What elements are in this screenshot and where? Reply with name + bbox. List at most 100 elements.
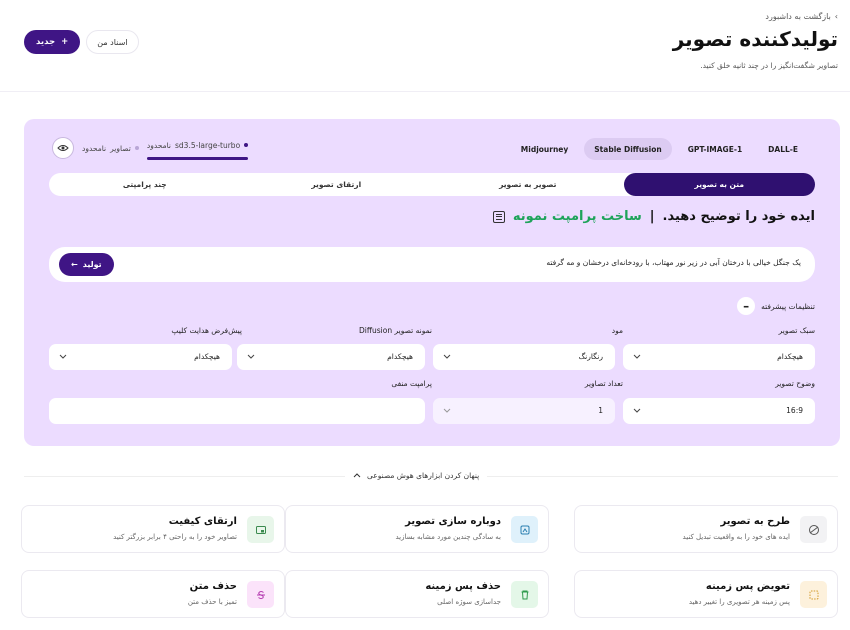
sketch-icon (800, 516, 827, 543)
negative-label: پرامپت منفی (391, 379, 432, 388)
hide-tools-toggle[interactable]: پنهان کردن ابزارهای هوش مصنوعی (345, 471, 488, 480)
prompt-heading-row: ایده خود را توضیح دهید. | ساخت پرامپت نم… (492, 209, 815, 224)
mood-value: رنگارنگ (578, 352, 603, 361)
my-docs-button[interactable]: اسناد من (86, 30, 139, 54)
hide-tools-label: پنهان کردن ابزارهای هوش مصنوعی (367, 471, 480, 480)
tool-card-sketch[interactable]: طرح به تصویر ایده های خود را به واقعیت ت… (574, 505, 838, 553)
chevron-down-icon (443, 408, 451, 413)
chevron-down-icon (59, 354, 67, 359)
style-value: هیچکدام (777, 352, 803, 361)
diffusion-label: نمونه تصویر Diffusion (359, 326, 432, 335)
back-link[interactable]: › بازگشت به داشبورد (765, 12, 838, 21)
replace-bg-icon (800, 581, 827, 608)
mood-select[interactable]: رنگارنگ (433, 344, 615, 370)
clip-select[interactable]: هیچکدام (49, 344, 232, 370)
count-value: 1 (598, 406, 603, 415)
model-meta: sd3.5-large-turbo نامحدود تصاویر نامحدود (52, 137, 249, 160)
prompt-text[interactable]: یک جنگل خیالی با درختان آبی در زیر نور م… (546, 258, 801, 267)
prompt-input[interactable]: یک جنگل خیالی با درختان آبی در زیر نور م… (49, 247, 815, 282)
tool-card-remove-text[interactable]: حذف متن تمیز با حذف متن (21, 570, 285, 618)
tool-subtitle: تصاویر خود را به راحتی ۴ برابر بزرگتر کن… (113, 533, 237, 541)
tool-card-remove-bg[interactable]: حذف پس زمینه جداسازی سوژه اصلی (285, 570, 549, 618)
tool-card-recreate[interactable]: دوباره سازی تصویر به سادگی چندین مورد مش… (285, 505, 549, 553)
recreate-icon (511, 516, 538, 543)
tool-title: حذف پس زمینه (425, 581, 501, 592)
mode-tabs: متن به تصویر تصویر به تصویر ارتقای تصویر… (49, 173, 815, 196)
model-midjourney[interactable]: Midjourney (520, 144, 569, 154)
chevron-down-icon (633, 408, 641, 413)
new-button[interactable]: + جدید (24, 30, 81, 54)
model-gpt-image[interactable]: GPT-IMAGE-1 (687, 144, 743, 154)
chevron-down-icon (443, 354, 451, 359)
clip-value: هیچکدام (194, 352, 220, 361)
dot-icon (134, 146, 139, 150)
generate-button[interactable]: تولید ← (59, 253, 114, 276)
images-label: تصاویر (110, 143, 131, 153)
model-stable-diffusion[interactable]: Stable Diffusion (584, 138, 672, 160)
sample-prompt-link[interactable]: ساخت پرامپت نمونه (512, 209, 642, 224)
style-label: سبک تصویر (778, 326, 815, 335)
diffusion-value: هیچکدام (387, 352, 413, 361)
negative-prompt-input[interactable] (49, 398, 425, 424)
model-dalle[interactable]: DALL-E (768, 144, 798, 154)
style-select[interactable]: هیچکدام (623, 344, 815, 370)
chevron-right-icon: › (834, 12, 838, 21)
clip-label: پیش‌فرض هدایت کلیپ (171, 326, 242, 335)
model-quota: نامحدود (146, 140, 172, 150)
tool-subtitle: جداسازی سوژه اصلی (437, 598, 501, 606)
images-quota-item: تصاویر نامحدود (82, 144, 139, 153)
prompt-heading: ایده خود را توضیح دهید. (662, 209, 815, 224)
back-label: بازگشت به داشبورد (765, 12, 831, 21)
eye-icon (57, 145, 69, 151)
count-label: تعداد تصاویر (584, 379, 623, 388)
tool-subtitle: به سادگی چندین مورد مشابه بسازید (395, 533, 501, 541)
tool-title: دوباره سازی تصویر (405, 516, 501, 527)
header-actions: + جدید اسناد من (24, 30, 139, 54)
tool-title: طرح به تصویر (720, 516, 790, 527)
mood-label: مود (611, 326, 623, 335)
generate-label: تولید (82, 260, 102, 269)
minus-icon[interactable]: – (737, 297, 756, 315)
tool-subtitle: پس زمینه هر تصویری را تغییر دهید (688, 598, 790, 606)
generator-panel: DALL-E GPT-IMAGE-1 Stable Diffusion Midj… (24, 119, 840, 446)
upscale-icon (247, 516, 274, 543)
chevron-down-icon (247, 354, 255, 359)
page-title: تولیدکننده تصویر (672, 27, 838, 51)
arrow-left-icon: ← (71, 260, 78, 269)
list-icon[interactable] (492, 210, 505, 223)
tool-card-replace-bg[interactable]: تعویض پس زمینه پس زمینه هر تصویری را تغی… (574, 570, 838, 618)
tab-multi-prompt[interactable]: چند پرامپتی (122, 180, 167, 189)
remove-text-icon (247, 581, 274, 608)
images-quota: نامحدود (82, 143, 107, 153)
tool-title: تعویض پس زمینه (705, 581, 790, 592)
plus-icon: + (61, 37, 69, 47)
chevron-down-icon (633, 354, 641, 359)
tool-subtitle: ایده های خود را به واقعیت تبدیل کنید (682, 533, 790, 541)
advanced-settings-toggle[interactable]: تنظیمات پیشرفته – (737, 297, 815, 315)
tool-subtitle: تمیز با حذف متن (187, 598, 237, 606)
advanced-label: تنظیمات پیشرفته (761, 301, 815, 311)
remove-bg-icon (511, 581, 538, 608)
resolution-value: 16:9 (786, 406, 803, 415)
model-selector: DALL-E GPT-IMAGE-1 Stable Diffusion Midj… (511, 138, 808, 160)
tab-upscale[interactable]: ارتقای تصویر (311, 180, 362, 189)
model-underline (146, 156, 249, 160)
resolution-select[interactable]: 16:9 (623, 398, 815, 424)
model-name-item: sd3.5-large-turbo نامحدود (146, 140, 249, 160)
tool-card-upscale[interactable]: ارتقای کیفیت تصاویر خود را به راحتی ۴ بر… (21, 505, 285, 553)
diffusion-select[interactable]: هیچکدام (237, 344, 425, 370)
tab-image-to-image[interactable]: تصویر به تصویر (499, 180, 557, 189)
new-button-label: جدید (36, 37, 56, 47)
header-divider (0, 91, 850, 92)
page-subtitle: تصاویر شگفت‌انگیز را در چند ثانیه خلق کن… (700, 61, 838, 70)
count-select[interactable]: 1 (433, 398, 615, 424)
visibility-button[interactable] (52, 137, 74, 159)
dot-icon (244, 143, 249, 147)
tool-title: حذف متن (189, 581, 237, 592)
resolution-label: وضوح تصویر (775, 379, 815, 388)
model-name: sd3.5-large-turbo (175, 140, 241, 150)
my-docs-label: اسناد من (97, 37, 128, 47)
tool-title: ارتقای کیفیت (168, 516, 237, 527)
chevron-up-icon (353, 472, 361, 477)
tab-text-to-image[interactable]: متن به تصویر (623, 173, 815, 196)
